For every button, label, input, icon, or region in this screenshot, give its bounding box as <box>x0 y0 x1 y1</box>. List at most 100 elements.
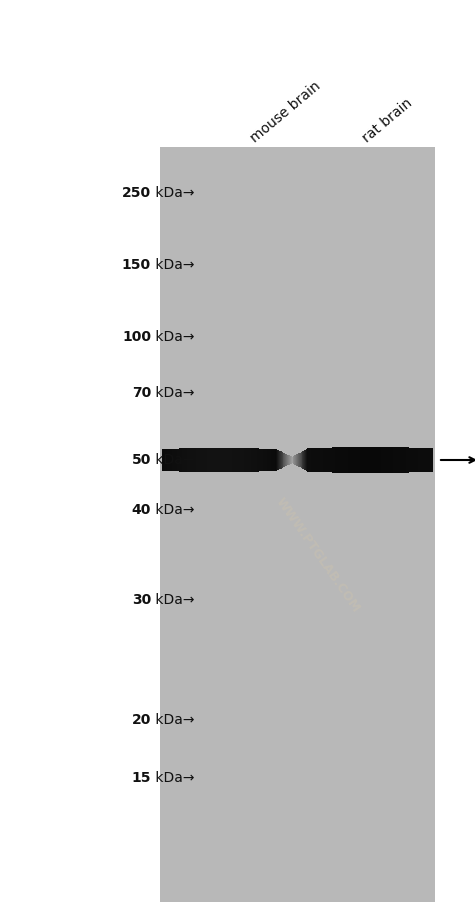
Bar <box>175 449 176 472</box>
Bar <box>292 457 293 464</box>
Bar <box>398 447 399 474</box>
Bar <box>253 449 254 472</box>
Bar <box>423 448 424 473</box>
Bar <box>400 447 401 474</box>
Bar <box>339 447 340 474</box>
Bar <box>420 448 421 473</box>
Bar <box>285 455 286 467</box>
Bar <box>380 447 381 474</box>
Bar <box>412 448 413 473</box>
Bar <box>296 455 297 466</box>
Bar <box>383 447 384 474</box>
Bar <box>320 448 321 473</box>
Bar <box>378 447 379 474</box>
Bar <box>220 448 221 473</box>
Bar <box>185 449 186 472</box>
Bar <box>274 449 275 472</box>
Text: rat brain: rat brain <box>360 96 415 145</box>
Bar <box>431 449 432 472</box>
Bar <box>405 448 406 473</box>
Bar <box>298 454 299 467</box>
Bar <box>241 448 242 473</box>
Bar <box>318 448 319 473</box>
Bar <box>209 448 210 473</box>
Bar <box>213 448 214 473</box>
Bar <box>167 449 168 472</box>
Bar <box>390 447 391 474</box>
Bar <box>200 448 201 473</box>
Bar <box>428 449 429 473</box>
Bar <box>349 447 350 474</box>
Text: kDa→: kDa→ <box>151 770 194 784</box>
Bar <box>376 447 377 474</box>
Text: 50: 50 <box>132 453 151 466</box>
Bar <box>382 447 383 474</box>
Bar <box>245 448 246 473</box>
Bar <box>364 447 365 474</box>
Bar <box>394 447 395 474</box>
Bar <box>216 448 217 473</box>
Bar <box>174 449 175 472</box>
Bar <box>163 449 164 472</box>
Bar <box>261 449 262 472</box>
Bar <box>217 448 218 473</box>
Bar <box>183 449 184 472</box>
Bar <box>346 447 347 474</box>
Bar <box>415 448 416 473</box>
Bar <box>170 449 171 472</box>
Bar <box>223 448 224 473</box>
Bar <box>387 447 388 474</box>
Bar <box>181 449 182 472</box>
Text: 40: 40 <box>132 502 151 517</box>
Bar <box>333 448 334 473</box>
Bar <box>307 449 308 472</box>
Bar <box>257 449 258 472</box>
Bar <box>305 450 306 471</box>
Bar <box>360 447 361 474</box>
Bar <box>432 449 433 472</box>
Text: 70: 70 <box>132 385 151 400</box>
Bar <box>280 452 281 470</box>
Bar <box>429 449 430 472</box>
Bar <box>331 448 332 473</box>
Bar <box>289 456 290 465</box>
Bar <box>201 448 202 473</box>
Bar <box>371 447 372 474</box>
Bar <box>212 448 213 473</box>
Bar <box>221 448 222 473</box>
Bar <box>410 448 411 473</box>
Bar <box>252 449 253 472</box>
Bar <box>369 447 370 474</box>
Bar <box>195 448 196 473</box>
Bar <box>352 447 353 474</box>
Bar <box>192 448 193 473</box>
Bar <box>184 449 185 472</box>
Bar <box>260 449 261 472</box>
Bar <box>385 447 386 474</box>
Bar <box>238 448 239 473</box>
Bar <box>408 448 409 473</box>
Bar <box>407 448 408 473</box>
Bar <box>206 448 207 473</box>
Bar <box>169 449 170 472</box>
Bar <box>162 449 163 472</box>
Bar <box>396 447 397 474</box>
Bar <box>411 448 412 473</box>
Bar <box>277 450 278 471</box>
Bar <box>315 448 316 473</box>
Bar <box>210 448 211 473</box>
Bar <box>226 448 227 473</box>
Bar <box>283 453 284 468</box>
Bar <box>272 449 273 472</box>
Bar <box>178 449 179 472</box>
Bar <box>402 447 403 474</box>
Bar <box>392 447 393 474</box>
Bar <box>254 449 255 472</box>
Bar <box>359 447 360 474</box>
Bar <box>199 448 200 473</box>
Bar <box>224 448 225 473</box>
Bar <box>388 447 389 474</box>
Bar <box>219 448 220 473</box>
Text: kDa→: kDa→ <box>151 186 194 199</box>
Bar <box>368 447 369 474</box>
